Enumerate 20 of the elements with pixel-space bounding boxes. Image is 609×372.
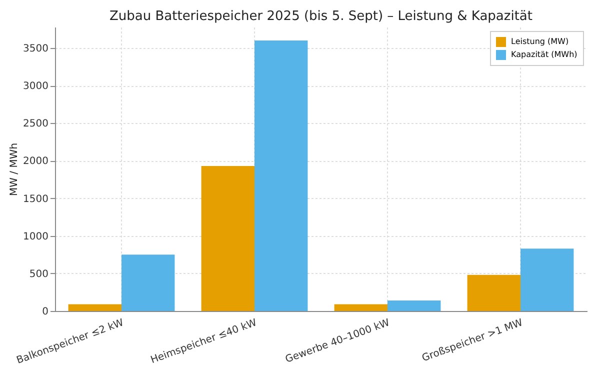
y-tick-label: 3500	[23, 44, 48, 55]
bar	[122, 254, 175, 311]
y-axis-title: MW / MWh	[9, 142, 20, 196]
y-tick-label: 2000	[23, 156, 48, 168]
bar	[254, 40, 308, 311]
bar	[520, 248, 574, 311]
y-tick-label: 2500	[23, 118, 48, 130]
y-tick-label: 500	[29, 268, 48, 280]
y-tick-label: 1500	[23, 194, 48, 205]
legend-label: Kapazität (MWh)	[511, 50, 578, 59]
bar	[68, 304, 122, 311]
bar	[334, 304, 388, 311]
bar	[201, 166, 254, 311]
chart-title: Zubau Batteriespeicher 2025 (bis 5. Sept) – Leistung & Kapazität	[110, 9, 532, 24]
legend-label: Leistung (MW)	[511, 37, 569, 46]
y-tick-label: 0	[42, 306, 48, 318]
y-tick-label: 1000	[23, 231, 48, 242]
bar	[388, 300, 441, 311]
y-tick-label: 3000	[23, 81, 48, 92]
bar	[467, 274, 520, 311]
